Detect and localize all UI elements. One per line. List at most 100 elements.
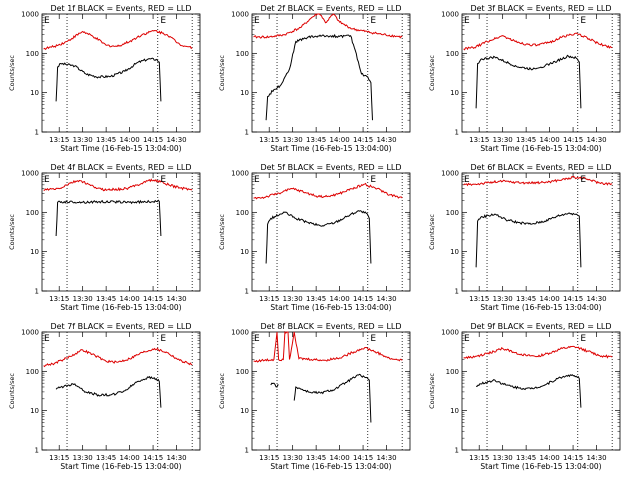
x-tick-label: 13:45 [96,136,116,144]
panel-title: Det 2f BLACK = Events, RED = LLD [260,4,401,13]
x-tick-label: 14:00 [330,454,350,462]
events-line [475,212,582,268]
x-tick-label: 14:00 [540,295,560,303]
y-tick-label: 1 [245,129,249,137]
plot-frame [461,172,621,292]
lld-line [253,330,403,363]
event-marker: E [370,175,376,185]
events-line [265,210,372,264]
y-tick-label: 1 [455,288,459,296]
x-tick-label: 13:30 [73,136,93,144]
x-axis-label: Start Time (16-Feb-15 13:04:00) [60,303,181,312]
panel-title: Det 1f BLACK = Events, RED = LLD [50,4,191,13]
x-tick-label: 14:15 [563,295,583,303]
y-axis-label: Counts/sec [428,55,436,91]
y-axis-label: Counts/sec [218,214,226,250]
panel-1: Det 1f BLACK = Events, RED = LLD 1 10 100 10… [8,4,201,153]
x-tick-label: 13:30 [283,136,303,144]
x-tick-label: 13:45 [516,454,536,462]
corner-marker: E [254,334,260,344]
x-tick-label: 13:30 [493,295,513,303]
x-tick-label: 14:15 [143,136,163,144]
lld-line [253,13,403,39]
corner-marker: E [254,16,260,26]
event-marker: E [370,16,376,26]
x-tick-label: 13:30 [73,295,93,303]
panel-title: Det 5f BLACK = Events, RED = LLD [260,163,401,172]
x-tick-label: 14:00 [540,136,560,144]
panel-3: Det 3f BLACK = Events, RED = LLD 1 10 100 10… [428,4,621,153]
y-tick-label: 10 [30,407,39,415]
x-axis-label: Start Time (16-Feb-15 13:04:00) [60,462,181,471]
x-tick-label: 14:00 [330,136,350,144]
x-tick-label: 13:15 [259,136,279,144]
x-tick-label: 14:15 [563,136,583,144]
x-tick-label: 13:15 [49,454,69,462]
corner-marker: E [464,16,470,26]
y-tick-label: 1000 [231,11,249,19]
events-line [55,375,162,408]
x-tick-label: 14:15 [353,136,373,144]
x-tick-label: 13:15 [259,454,279,462]
corner-marker: E [44,175,50,185]
y-axis-label: Counts/sec [218,55,226,91]
lld-line [463,345,613,360]
corner-marker: E [464,175,470,185]
lld-line [253,182,403,200]
x-tick-label: 14:30 [166,136,186,144]
x-tick-label: 13:45 [306,454,326,462]
y-tick-label: 1000 [231,329,249,337]
x-axis-label: Start Time (16-Feb-15 13:04:00) [480,303,601,312]
events-line [475,54,582,109]
x-tick-label: 14:30 [166,454,186,462]
lld-line [463,32,613,51]
panel-title: Det 6f BLACK = Events, RED = LLD [470,163,611,172]
events-line [265,33,373,121]
x-tick-label: 14:15 [353,295,373,303]
y-tick-label: 10 [450,407,459,415]
x-tick-label: 13:30 [493,136,513,144]
panel-title: Det 9f BLACK = Events, RED = LLD [470,322,611,331]
y-tick-label: 100 [446,209,459,217]
y-tick-label: 10 [450,248,459,256]
y-tick-label: 1000 [441,11,459,19]
x-tick-label: 13:30 [283,295,303,303]
y-tick-label: 10 [240,407,249,415]
event-marker: E [580,334,586,344]
y-tick-label: 1 [245,288,249,296]
y-tick-label: 10 [30,89,39,97]
plot-frame [251,13,411,133]
panel-5: Det 5f BLACK = Events, RED = LLD 1 10 100 10… [218,163,411,312]
x-tick-label: 14:15 [143,295,163,303]
y-tick-label: 100 [236,50,249,58]
x-tick-label: 13:15 [49,295,69,303]
plot-frame [41,13,201,133]
corner-marker: E [44,16,50,26]
x-tick-label: 14:00 [330,295,350,303]
panel-title: Det 8f BLACK = Events, RED = LLD [260,322,401,331]
y-tick-label: 1000 [231,170,249,178]
y-tick-label: 100 [446,50,459,58]
events-line [293,373,372,423]
y-tick-label: 10 [240,248,249,256]
x-tick-label: 14:15 [143,454,163,462]
y-tick-label: 10 [30,248,39,256]
x-tick-label: 14:30 [166,295,186,303]
y-tick-label: 10 [450,89,459,97]
y-tick-label: 1000 [21,11,39,19]
panel-4: Det 4f BLACK = Events, RED = LLD 1 10 100 10… [8,163,201,312]
plot-frame [41,172,201,292]
event-marker: E [160,16,166,26]
x-tick-label: 13:45 [96,454,116,462]
y-axis-label: Counts/sec [8,55,16,91]
plot-frame [41,331,201,451]
corner-marker: E [464,334,470,344]
panel-7: Det 7f BLACK = Events, RED = LLD 1 10 100 10… [8,322,201,471]
x-tick-label: 13:15 [469,295,489,303]
x-tick-label: 13:15 [469,454,489,462]
lld-line [43,347,193,368]
event-marker: E [580,175,586,185]
x-tick-label: 14:15 [353,454,373,462]
x-tick-label: 13:15 [49,136,69,144]
